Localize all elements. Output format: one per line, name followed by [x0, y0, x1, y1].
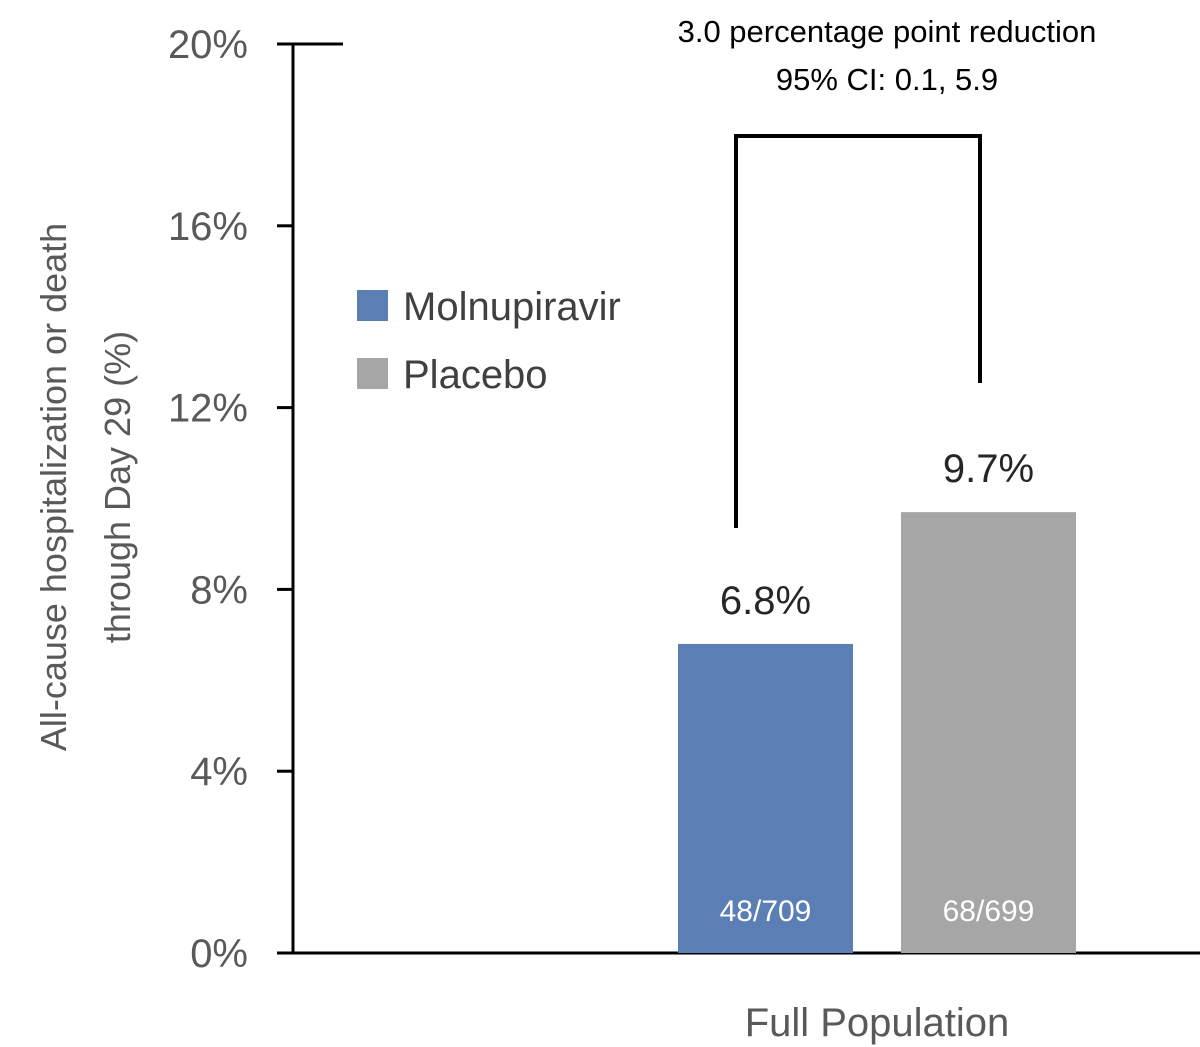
y-tick-label: 20% [168, 23, 248, 67]
y-axis-ticks: 0% 4% 8% 12% 16% 20% [168, 23, 343, 976]
y-axis-title-line-2: through Day 29 (%) [97, 331, 138, 643]
bar-placebo [901, 512, 1076, 953]
bar-value-label: 9.7% [943, 447, 1034, 491]
legend: Molnupiravir Placebo [357, 285, 621, 397]
legend-swatch-placebo [357, 358, 388, 389]
comparison-bracket: 3.0 percentage point reduction 95% CI: 0.… [678, 14, 1097, 528]
bars: 6.8% 48/709 9.7% 68/699 [678, 447, 1076, 953]
y-axis-title-line-1: All-cause hospitalization or death [33, 223, 74, 751]
annotation-line-2: 95% CI: 0.1, 5.9 [776, 62, 998, 97]
bar-count-label: 48/709 [720, 895, 812, 928]
annotation-line-1: 3.0 percentage point reduction [678, 14, 1097, 49]
legend-swatch-molnupiravir [357, 290, 388, 321]
y-tick-label: 8% [190, 568, 248, 612]
bar-count-label: 68/699 [943, 895, 1035, 928]
bar-molnupiravir [678, 643, 853, 953]
legend-label-placebo: Placebo [403, 353, 548, 397]
legend-label-molnupiravir: Molnupiravir [403, 285, 621, 329]
y-tick-label: 16% [168, 205, 248, 249]
y-tick-label: 12% [168, 387, 248, 431]
y-tick-label: 0% [190, 932, 248, 976]
bracket-line [734, 134, 982, 528]
bar-value-label: 6.8% [720, 579, 811, 623]
y-axis-title: All-cause hospitalization or death throu… [33, 223, 138, 751]
y-tick-label: 4% [190, 750, 248, 794]
x-axis-category-label: Full Population [745, 1001, 1010, 1045]
